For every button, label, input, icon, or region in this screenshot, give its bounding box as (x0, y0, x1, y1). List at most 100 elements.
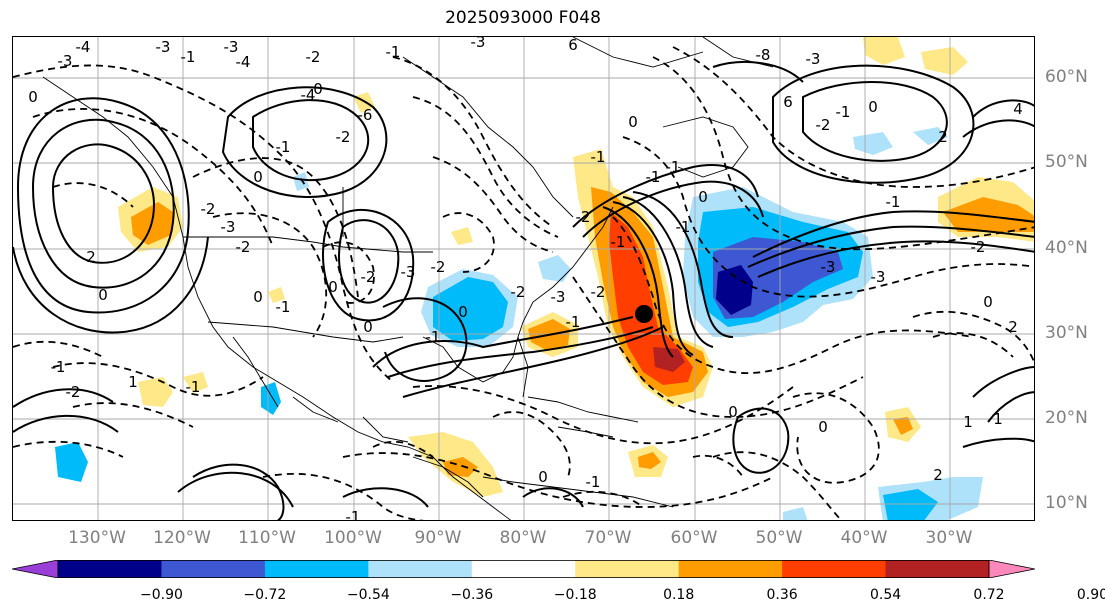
colorbar-tick-label: 0.36 (766, 587, 798, 603)
longitude-label: 30°W (925, 528, 973, 548)
positive-anomaly-shading (183, 372, 208, 393)
negative-anomaly-shading (55, 442, 88, 482)
contour-label: -1 (646, 168, 661, 186)
longitude-label: 50°W (755, 528, 803, 548)
shading-layer (55, 37, 1034, 520)
positive-anomaly-shading (893, 417, 913, 435)
contour-label: -1 (886, 193, 901, 211)
contour-label: -8 (756, 46, 771, 64)
contour-label: 6 (783, 93, 793, 111)
positive-anomaly-shading (638, 452, 661, 469)
contour-label: 0 (628, 113, 638, 131)
contour-label: 0 (818, 418, 828, 436)
contour-label: -2 (431, 258, 446, 276)
positive-anomaly-shading (451, 227, 473, 245)
longitude-label: 130°W (68, 528, 126, 548)
latitude-label: 20°N (1045, 408, 1088, 428)
negative-anomaly-shading (853, 132, 893, 155)
negative-anomaly-shading (538, 255, 571, 282)
longitude-label: 120°W (153, 528, 211, 548)
contour-label: 2 (1008, 318, 1018, 336)
negative-anomaly-shading (433, 277, 508, 341)
colorbar-tick-label: −0.18 (553, 587, 597, 603)
longitude-label: 70°W (584, 528, 632, 548)
positive-anomaly-shading (138, 377, 173, 407)
longitude-label: 60°W (670, 528, 718, 548)
positive-anomaly-shading (943, 197, 1034, 232)
contour-label: 2 (86, 248, 96, 266)
contour-label: -1 (181, 48, 196, 66)
contour-label: 2 (933, 466, 943, 484)
contour-label: -1 (386, 43, 401, 61)
contour-label: -1 (346, 508, 361, 521)
contour-label: 1 (963, 413, 973, 431)
storm-center-marker (635, 305, 653, 323)
contour-label: -4 (301, 86, 316, 104)
contour-label: -1 (586, 473, 601, 491)
contour-label: -2 (336, 128, 351, 146)
map-canvas: -3-4 -3-1-3-4 -2 -1-3 6-40-6-2-10-2-3-20-10-… (13, 37, 1034, 521)
contour-label: -3 (806, 50, 821, 68)
contour-label: 0 (538, 468, 548, 486)
contour-label: 0 (728, 403, 738, 421)
colorbar-segment (161, 560, 266, 578)
contour-label: 1 (993, 410, 1003, 428)
contour-label: -3 (58, 52, 73, 70)
chart-title: 2025093000 F048 (445, 8, 601, 28)
colorbar-tick-label: 0.54 (869, 587, 902, 603)
contour-label: -1 (276, 298, 291, 316)
contour-label: -1 (186, 378, 201, 396)
contour-label: -3 (871, 268, 886, 286)
longitude-label: 90°W (414, 528, 462, 548)
latitude-label: 60°N (1045, 67, 1088, 87)
colorbar (12, 560, 1035, 578)
contour-label: -6 (358, 106, 373, 124)
contour-label: 0 (983, 293, 993, 311)
colorbar-tick-label: 0.72 (973, 587, 1005, 603)
contour-label: 0 (868, 98, 878, 116)
colorbar-tick-label: −0.54 (346, 587, 390, 603)
positive-anomaly-shading (863, 37, 905, 65)
colorbar-tick-label: 0.18 (663, 587, 695, 603)
contour-label: 0 (253, 168, 263, 186)
contour-label: -3 (401, 263, 416, 281)
latitude-label: 30°N (1045, 323, 1088, 343)
contour-label: -2 (66, 383, 81, 401)
contour-label: -1 (276, 138, 291, 156)
colorbar-tick-label: 0.90 (1076, 587, 1105, 603)
contour-label: 0 (98, 286, 108, 304)
contour-label: -3 (821, 258, 836, 276)
contour-label: 0 (28, 88, 38, 106)
contour-label: 6 (568, 37, 578, 54)
colorbar-segment (471, 560, 576, 578)
contour-label: -2 (236, 238, 251, 256)
colorbar-segment (58, 560, 162, 578)
contour-label: -2 (591, 283, 606, 301)
contour-label: 0 (313, 80, 323, 98)
contour-label: -4 (76, 38, 91, 56)
contour-label: 0 (698, 188, 708, 206)
contour-label: -3 (224, 38, 239, 56)
positive-anomaly-shading (609, 212, 693, 385)
negative-anomaly-shading (783, 507, 808, 520)
colorbar-segment (885, 560, 990, 578)
colorbar-max-extend (988, 560, 1035, 578)
contour-label: -2 (576, 208, 591, 226)
latitude-label: 50°N (1045, 152, 1088, 172)
contour-label: -2 (361, 268, 376, 286)
longitude-label: 40°W (840, 528, 888, 548)
contour-label: -1 (566, 313, 581, 331)
contour-label: -1 (426, 328, 441, 346)
colorbar-min-extend (12, 560, 59, 578)
contour-label: -1 (676, 218, 691, 236)
contour-label: -3 (221, 218, 236, 236)
contour-label: -1 (836, 103, 851, 121)
latitude-label: 10°N (1045, 493, 1088, 513)
colorbar-segment (368, 560, 473, 578)
contour-label: -3 (551, 288, 566, 306)
longitude-label: 100°W (324, 528, 382, 548)
contour-label: 1 (128, 373, 138, 391)
colorbar-tick-label: −0.72 (243, 587, 287, 603)
contour-label: -3 (156, 38, 171, 56)
contour-label: -1 (51, 358, 66, 376)
